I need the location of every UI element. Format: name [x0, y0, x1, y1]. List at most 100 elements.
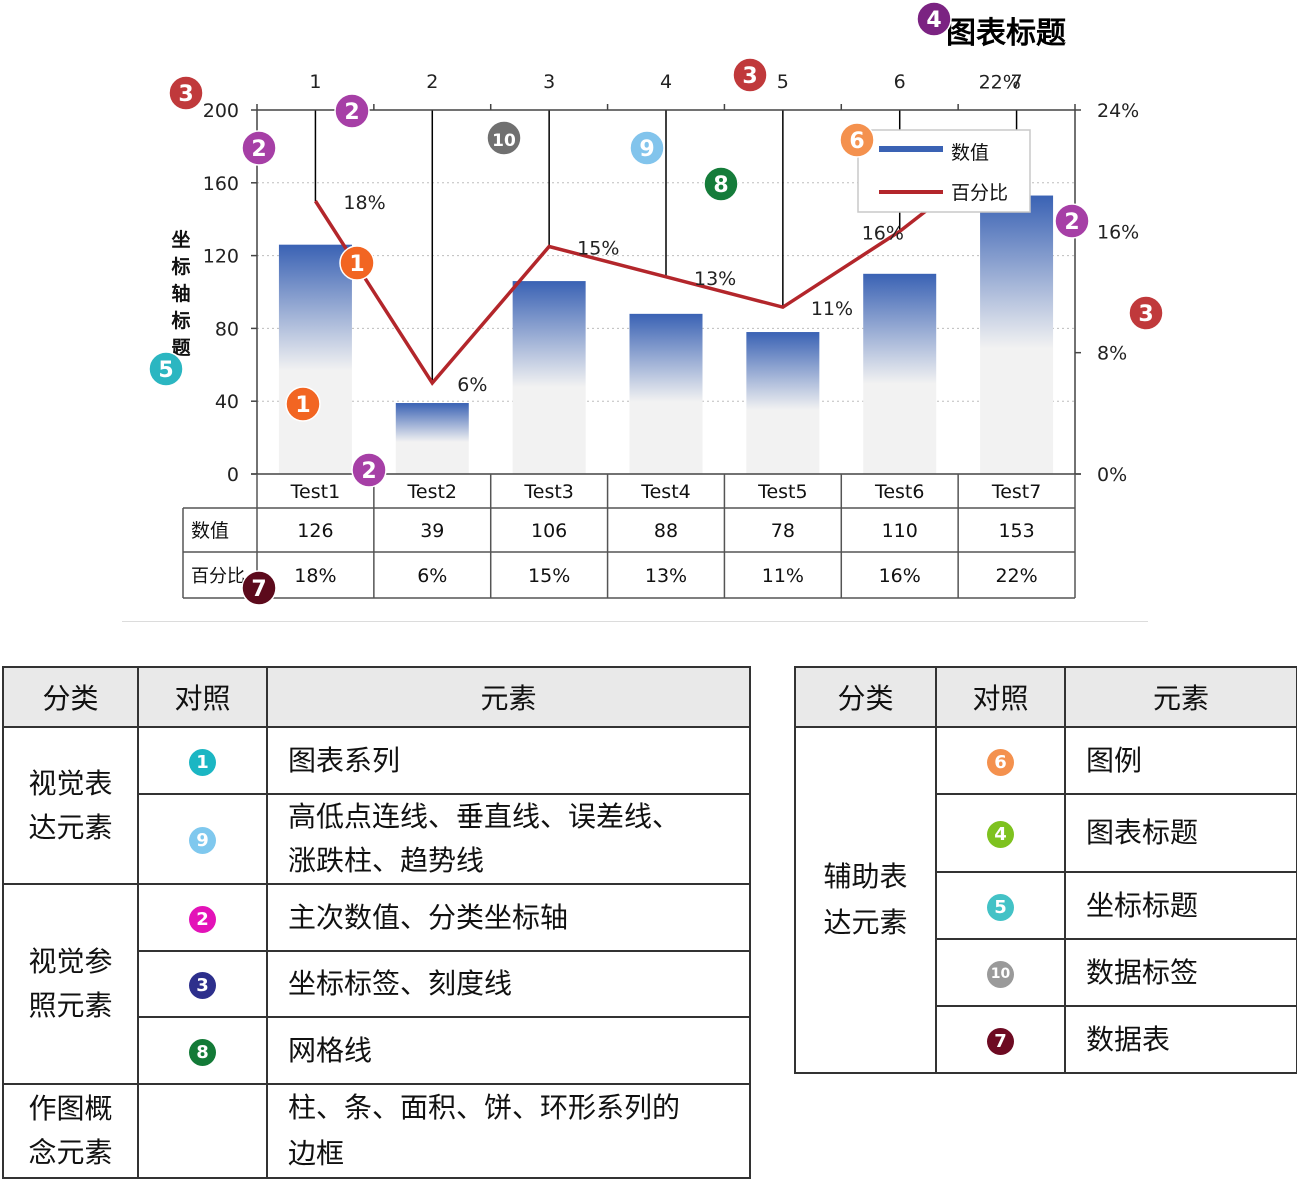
annotation-marker	[839, 122, 875, 158]
header-element: 元素	[1064, 666, 1297, 728]
data-label: 6%	[457, 374, 487, 396]
table-row: 视觉参 照元素 2 主次数值、分类坐标轴	[2, 883, 751, 1085]
table-row: 4 图表标题	[795, 793, 1297, 873]
axis-title-char: 轴	[171, 282, 190, 305]
y-tick-label: 120	[203, 246, 239, 268]
annotation-marker-number: 1	[295, 393, 310, 418]
y2-tick-label: 24%	[1097, 100, 1139, 122]
category-label: Test5	[757, 481, 808, 503]
table-row: 辅助表 达元素 6 图例	[794, 726, 1297, 1074]
marker-badge: 4	[987, 821, 1014, 848]
y2-tick-label: 16%	[1097, 221, 1139, 243]
annotation-marker	[916, 1, 952, 37]
marker-cell: 8	[137, 1016, 268, 1085]
element-text: 图例	[1064, 726, 1297, 795]
element-text: 图表系列	[266, 726, 751, 795]
category-label: Test7	[991, 481, 1042, 503]
marker-cell-empty	[137, 1083, 268, 1179]
data-table-value: 88	[654, 520, 678, 542]
element-text: 柱、条、面积、饼、环形系列的 边框	[266, 1083, 751, 1179]
data-label: 11%	[811, 298, 853, 320]
bar	[278, 244, 352, 474]
marker-badge: 6	[987, 748, 1014, 776]
y-tick-label: 200	[203, 100, 239, 122]
table-row: 5 坐标标题	[795, 871, 1297, 940]
annotation-marker	[285, 386, 321, 422]
chart-legend	[857, 129, 1031, 213]
category-visual-expression: 视觉表 达元素	[2, 726, 139, 885]
marker-badge: 1	[189, 748, 216, 776]
axis-title-char: 标	[171, 256, 190, 278]
element-text: 数据标签	[1064, 938, 1297, 1007]
combo-chart: 18%6%15%13%11%16%22%040801201602000%8%16…	[148, 1, 1164, 606]
category-label: Test4	[640, 481, 691, 503]
element-text: 数据表	[1064, 1005, 1297, 1074]
axis-title-char: 标	[171, 310, 190, 332]
marker-cell: 1	[137, 726, 268, 795]
marker-cell: 10	[935, 938, 1066, 1007]
y2-tick-label: 0%	[1097, 464, 1127, 486]
annotation-marker	[486, 120, 522, 156]
annotation-marker	[334, 93, 370, 129]
bar	[980, 195, 1054, 475]
data-table-value: 13%	[645, 565, 687, 587]
data-label: 16%	[862, 222, 904, 244]
annotation-marker	[351, 452, 387, 488]
marker-cell: 7	[935, 1005, 1066, 1074]
data-label: 22%	[979, 71, 1021, 93]
annotation-marker-number: 3	[1138, 302, 1153, 327]
top-axis-tick-label: 1	[309, 71, 321, 93]
bar	[746, 332, 820, 474]
top-axis-tick-label: 6	[894, 71, 906, 93]
data-table-value: 18%	[294, 565, 336, 587]
header-category: 分类	[2, 666, 139, 728]
marker-badge: 9	[189, 827, 216, 854]
annotation-marker-number: 5	[158, 358, 173, 383]
top-axis-tick-label: 2	[426, 71, 438, 93]
marker-cell: 2	[137, 883, 268, 952]
legend-label: 数值	[951, 142, 989, 164]
annotation-marker-number: 9	[639, 137, 654, 162]
annotation-marker-number: 7	[251, 577, 266, 602]
section-divider	[122, 621, 1148, 622]
header-element: 元素	[266, 666, 751, 728]
annotation-marker	[629, 130, 665, 166]
marker-badge: 8	[189, 1038, 216, 1066]
y-tick-label: 160	[203, 173, 239, 195]
bar	[512, 281, 586, 474]
bar	[863, 273, 937, 474]
bar	[629, 313, 703, 474]
annotation-marker	[339, 245, 375, 281]
marker-badge: 3	[189, 972, 216, 999]
category-label: Test1	[290, 481, 341, 503]
marker-cell: 6	[935, 726, 1066, 795]
top-axis-tick-label: 5	[777, 71, 789, 93]
data-table-value: 126	[297, 520, 333, 542]
annotation-marker	[732, 57, 768, 93]
header-category: 分类	[794, 666, 937, 728]
element-text: 主次数值、分类坐标轴	[266, 883, 751, 952]
element-text: 坐标标签、刻度线	[266, 950, 751, 1018]
chart-title: 图表标题	[946, 16, 1066, 51]
data-table-value: 153	[998, 520, 1034, 542]
data-table-value: 22%	[995, 565, 1037, 587]
data-table-value: 16%	[879, 565, 921, 587]
table-row: 作图概 念元素 柱、条、面积、饼、环形系列的 边框	[2, 1083, 751, 1179]
element-text: 图表标题	[1064, 793, 1297, 873]
header-reference: 对照	[137, 666, 268, 728]
table-row: 3 坐标标签、刻度线	[3, 950, 751, 1018]
marker-cell: 3	[137, 950, 268, 1018]
category-auxiliary-expression: 辅助表 达元素	[794, 726, 937, 1074]
category-drawing-concept: 作图概 念元素	[2, 1083, 139, 1179]
marker-badge: 2	[189, 905, 216, 933]
axis-title-char: 坐	[171, 229, 190, 251]
element-legend-table-left: 分类 对照 元素 视觉表 达元素 1 图表系列 9 高低点连线、垂直线、误差线、涨…	[2, 666, 751, 1179]
table-row: 9 高低点连线、垂直线、误差线、 涨跌柱、趋势线	[3, 793, 751, 885]
table-row: 10 数据标签	[795, 938, 1297, 1007]
bar	[395, 403, 469, 474]
annotation-marker-number: 2	[361, 459, 376, 484]
marker-badge: 5	[987, 893, 1014, 921]
annotation-marker	[241, 570, 277, 606]
category-label: Test3	[523, 481, 574, 503]
marker-cell: 4	[935, 793, 1066, 873]
